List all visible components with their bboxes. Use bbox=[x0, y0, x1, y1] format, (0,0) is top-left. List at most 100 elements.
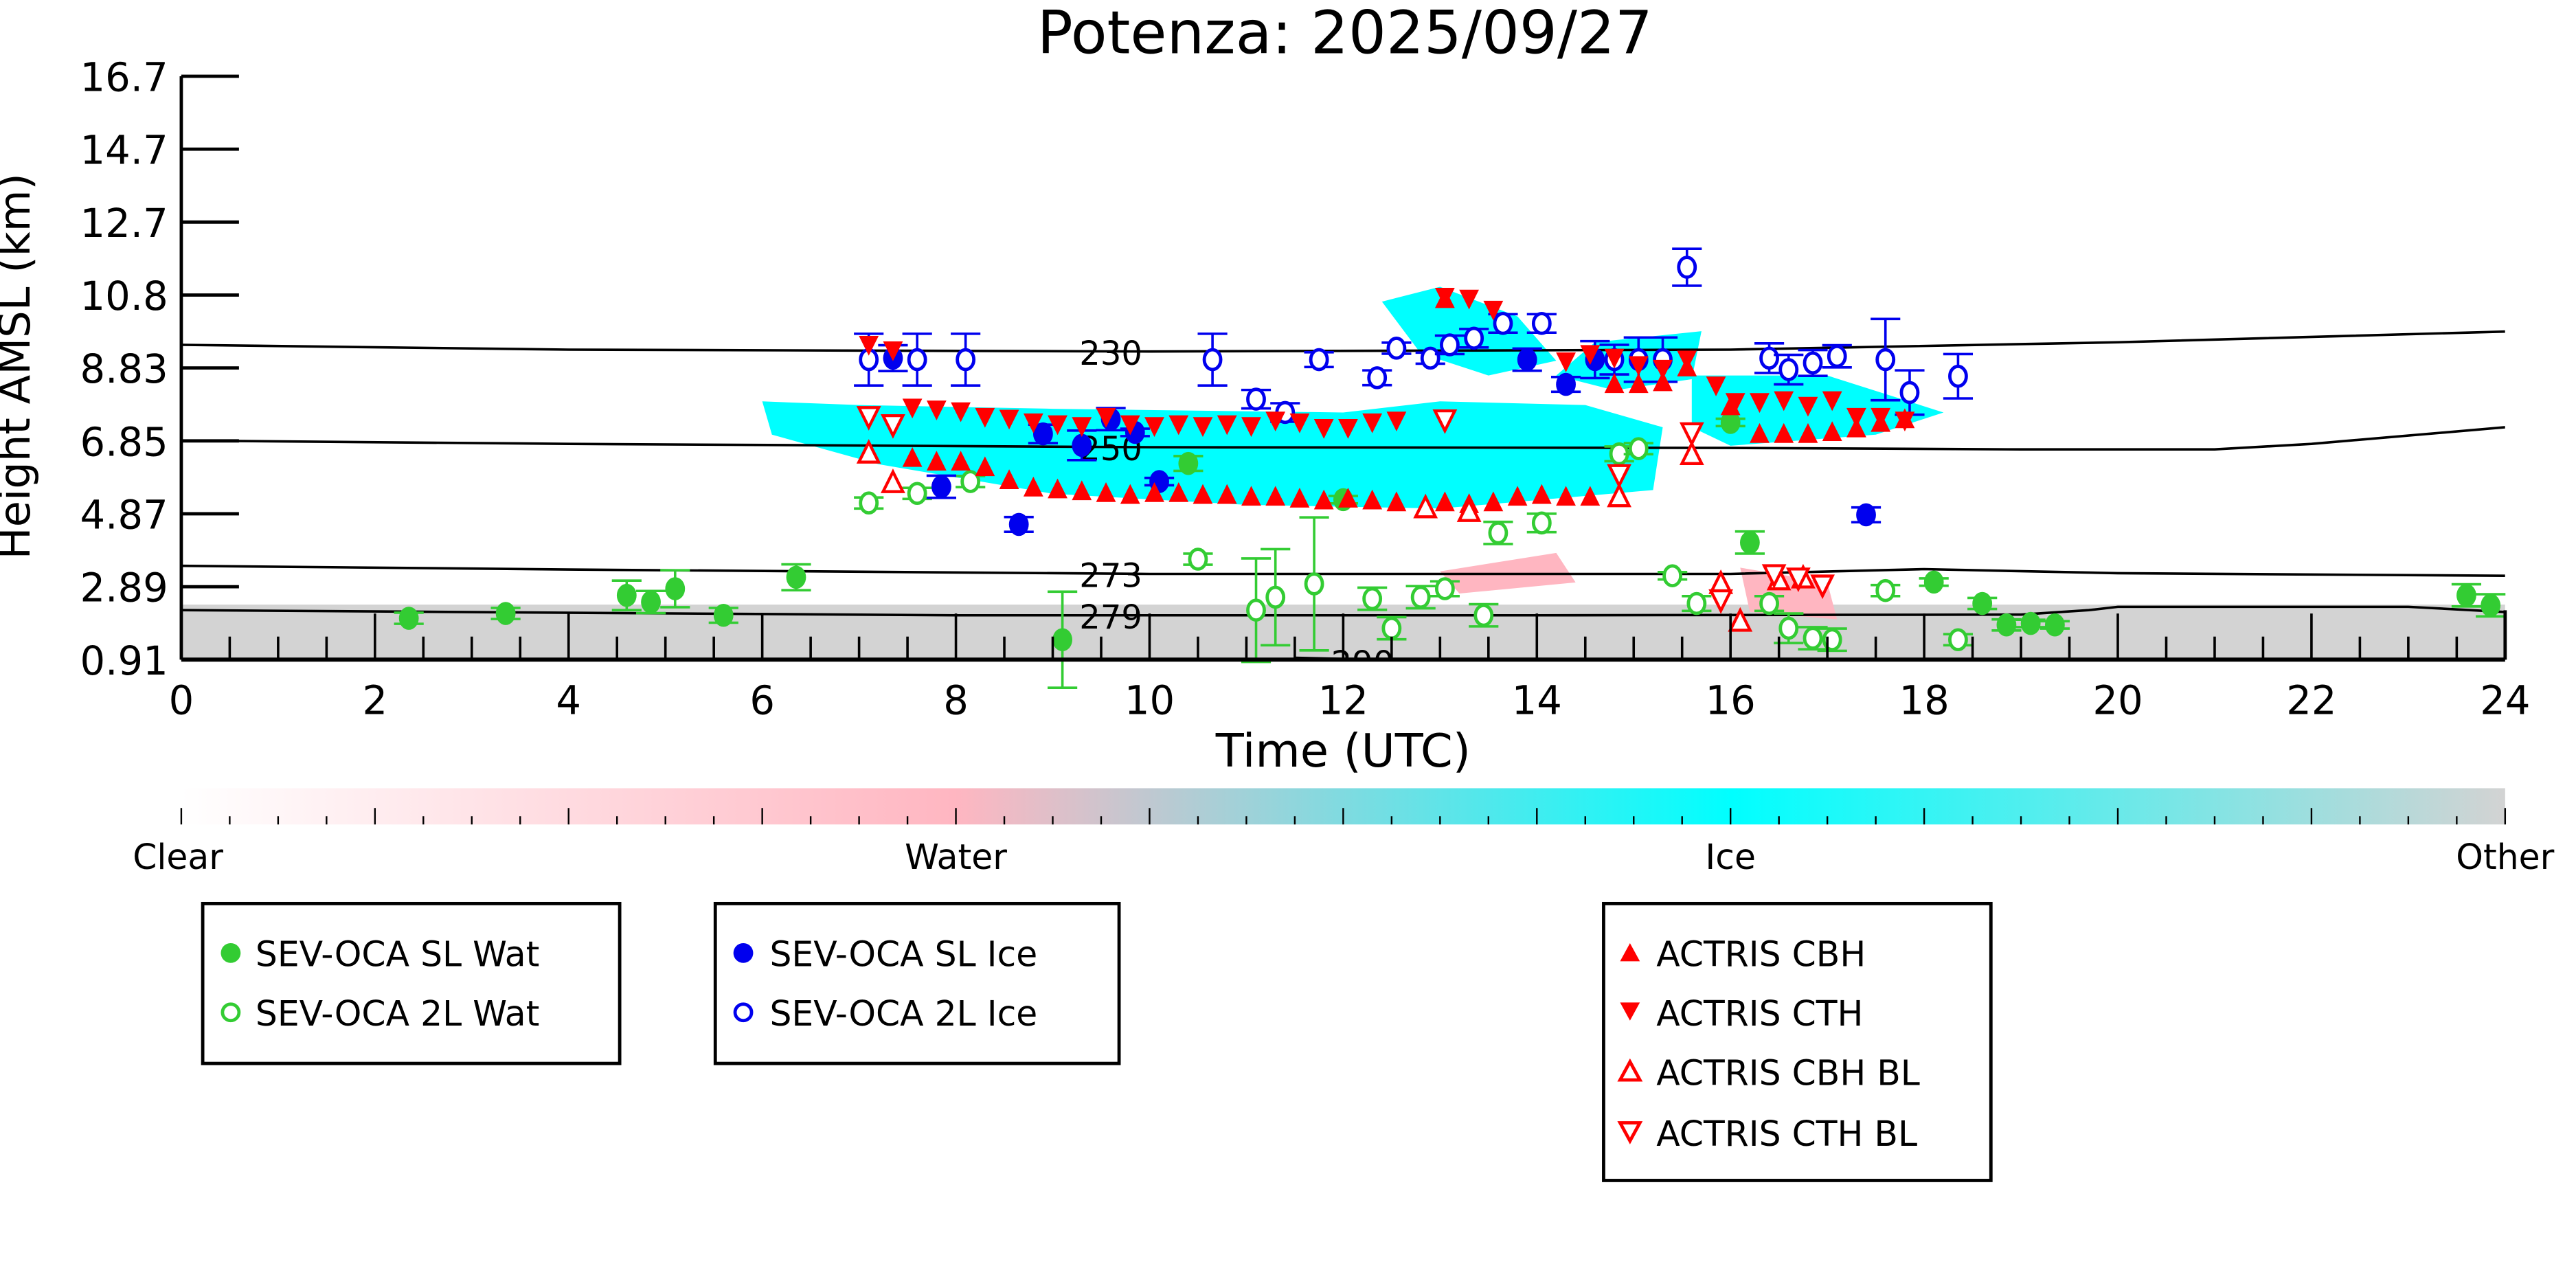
colorbar-label-ice: Ice bbox=[1705, 837, 1756, 877]
point-sev-oca-2l-wat bbox=[1759, 591, 1779, 615]
colorbar-label-water: Water bbox=[905, 837, 1007, 877]
y-tick-label: 0.91 bbox=[80, 638, 168, 684]
point-sev-oca-2l-wat bbox=[1686, 591, 1707, 615]
y-tick-label: 6.85 bbox=[80, 419, 168, 465]
contour-line-273 bbox=[181, 564, 2505, 577]
y-tick-label: 8.83 bbox=[80, 346, 168, 392]
legend-label: SEV-OCA 2L Ice bbox=[769, 993, 1037, 1034]
point-sev-oca-sl-wat bbox=[1178, 451, 1199, 475]
point-actris-cbh bbox=[902, 447, 923, 467]
point-actris-cth-bl bbox=[881, 414, 905, 439]
legend-label: ACTRIS CTH bbox=[1656, 993, 1863, 1034]
point-actris-cbh bbox=[1144, 482, 1164, 502]
point-actris-cth bbox=[1217, 415, 1237, 436]
point-actris-cth bbox=[1750, 393, 1770, 414]
legend-label: ACTRIS CTH BL bbox=[1656, 1114, 1917, 1154]
point-sev-oca-2l-ice bbox=[1493, 312, 1513, 335]
point-actris-cth bbox=[1241, 417, 1261, 438]
point-actris-cbh bbox=[1653, 371, 1673, 392]
point-actris-cth-bl bbox=[1432, 409, 1458, 434]
point-sev-oca-2l-wat bbox=[1628, 437, 1649, 460]
point-actris-cbh bbox=[1580, 486, 1601, 506]
point-sev-oca-sl-wat bbox=[616, 583, 637, 607]
point-actris-cth-bl bbox=[856, 406, 881, 431]
point-actris-cth bbox=[1556, 352, 1576, 372]
point-actris-cbh bbox=[1120, 484, 1140, 504]
legend-open-triangle-up-icon bbox=[1617, 1058, 1643, 1082]
point-actris-cth bbox=[1193, 417, 1213, 438]
point-actris-cth bbox=[1628, 356, 1649, 376]
point-sev-oca-2l-wat bbox=[1531, 511, 1552, 535]
point-sev-oca-sl-wat bbox=[1923, 570, 1944, 594]
point-actris-cth bbox=[1120, 415, 1140, 436]
point-sev-oca-2l-ice bbox=[1778, 358, 1799, 381]
point-actris-cth-bl bbox=[1785, 567, 1811, 592]
point-sev-oca-2l-ice bbox=[1531, 312, 1552, 335]
point-actris-cbh bbox=[1072, 480, 1092, 501]
point-actris-cbh bbox=[926, 451, 947, 471]
point-actris-cth bbox=[1023, 413, 1043, 433]
colorbar-label-other: Other bbox=[2456, 837, 2554, 877]
point-actris-cth bbox=[1798, 396, 1818, 417]
point-actris-cth bbox=[1604, 348, 1625, 369]
point-actris-cbh bbox=[1774, 422, 1794, 443]
point-actris-cbh bbox=[1217, 484, 1237, 504]
point-actris-cth bbox=[1459, 289, 1480, 310]
point-actris-cbh bbox=[999, 469, 1019, 489]
point-actris-cth bbox=[1725, 393, 1745, 414]
point-sev-oca-sl-wat bbox=[665, 577, 686, 600]
point-actris-cth bbox=[1289, 413, 1310, 433]
legend-label: ACTRIS CBH bbox=[1656, 934, 1866, 975]
contour-label: 230 bbox=[1079, 335, 1142, 373]
point-sev-oca-2l-wat bbox=[960, 470, 981, 493]
point-actris-cth-bl bbox=[1607, 464, 1631, 489]
point-actris-cth bbox=[1362, 413, 1383, 433]
y-tick-label: 16.7 bbox=[80, 55, 168, 101]
legend-label: SEV-OCA 2L Wat bbox=[256, 993, 540, 1034]
y-tick-label: 2.89 bbox=[80, 565, 168, 611]
x-tick-label: 20 bbox=[2092, 677, 2143, 723]
point-sev-oca-sl-ice bbox=[1556, 372, 1576, 396]
x-axis-label: Time (UTC) bbox=[1215, 724, 1471, 778]
point-sev-oca-sl-ice bbox=[1008, 512, 1029, 536]
point-sev-oca-2l-ice bbox=[1759, 346, 1779, 370]
point-sev-oca-sl-wat bbox=[2456, 583, 2476, 607]
point-actris-cbh bbox=[1531, 484, 1552, 504]
legend-open-circle-icon bbox=[733, 1002, 754, 1023]
point-actris-cbh bbox=[1193, 484, 1213, 504]
legend-ice: SEV-OCA SL Ice SEV-OCA 2L Ice bbox=[713, 901, 1121, 1065]
point-sev-oca-2l-ice bbox=[1367, 366, 1388, 389]
point-actris-cbh bbox=[1750, 422, 1770, 443]
point-actris-cth-bl bbox=[1708, 589, 1733, 614]
point-actris-cbh bbox=[1556, 486, 1576, 506]
point-sev-oca-sl-wat bbox=[2020, 611, 2041, 635]
point-sev-oca-2l-wat bbox=[1662, 564, 1683, 587]
point-sev-oca-sl-wat bbox=[2481, 594, 2501, 618]
legend-triangle-up-icon bbox=[1620, 942, 1640, 962]
point-actris-cth-bl bbox=[1761, 564, 1787, 589]
x-tick-label: 10 bbox=[1125, 677, 1175, 723]
point-actris-cbh-bl bbox=[1413, 493, 1438, 519]
point-actris-cbh bbox=[1434, 491, 1455, 512]
point-sev-oca-2l-wat bbox=[1434, 577, 1455, 600]
point-sev-oca-2l-ice bbox=[1464, 326, 1484, 350]
point-sev-oca-2l-wat bbox=[907, 482, 927, 506]
legend-filled-circle-icon bbox=[221, 942, 241, 963]
point-sev-oca-sl-wat bbox=[1996, 613, 2017, 637]
legend-label: SEV-OCA SL Ice bbox=[769, 934, 1037, 975]
point-actris-cbh bbox=[951, 451, 971, 471]
point-actris-cth bbox=[1144, 417, 1164, 438]
point-sev-oca-2l-wat bbox=[1188, 547, 1208, 571]
point-sev-oca-2l-wat bbox=[859, 491, 879, 515]
point-sev-oca-sl-ice bbox=[1072, 433, 1092, 457]
legend-triangle-down-icon bbox=[1620, 1002, 1640, 1021]
x-tick-label: 2 bbox=[363, 677, 388, 723]
y-tick-label: 14.7 bbox=[80, 128, 168, 174]
point-actris-cbh-bl bbox=[1728, 607, 1753, 632]
point-actris-cth bbox=[1434, 288, 1455, 308]
point-actris-cth-bl bbox=[1679, 422, 1704, 447]
point-sev-oca-2l-ice bbox=[1899, 381, 1920, 405]
point-sev-oca-sl-wat bbox=[786, 565, 806, 589]
legend-open-circle-icon bbox=[221, 1002, 241, 1023]
